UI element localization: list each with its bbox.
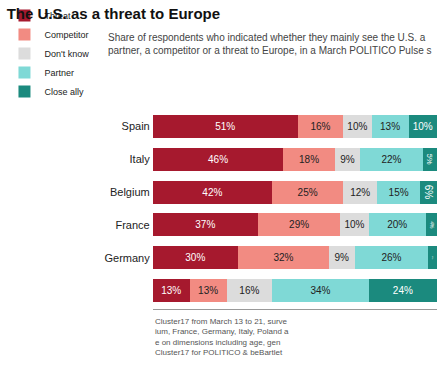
svg-text:Share of respondents who indic: Share of respondents who indicated wheth…: [108, 32, 431, 56]
svg-text:24%: 24%: [393, 285, 413, 296]
svg-text:10%: 10%: [413, 121, 433, 132]
svg-text:42%: 42%: [202, 187, 222, 198]
svg-text:16%: 16%: [310, 121, 330, 132]
svg-text:9%: 9%: [340, 154, 355, 165]
svg-text:Belgium: Belgium: [110, 186, 150, 198]
svg-text:32%: 32%: [273, 252, 293, 263]
svg-text:The U.S. as a threat to Europe: The U.S. as a threat to Europe: [7, 5, 220, 22]
svg-text:34%: 34%: [310, 285, 330, 296]
svg-text:9%: 9%: [334, 252, 349, 263]
svg-text:France: France: [115, 219, 149, 231]
svg-text:Germany: Germany: [104, 252, 150, 264]
svg-text:10%: 10%: [344, 219, 364, 230]
svg-text:13%: 13%: [198, 285, 218, 296]
svg-text:25%: 25%: [298, 187, 318, 198]
svg-text:6%: 6%: [423, 185, 434, 200]
svg-text:Don't know: Don't know: [44, 49, 89, 59]
svg-text:Threat: Threat: [44, 11, 71, 21]
svg-text:26%: 26%: [381, 252, 401, 263]
svg-text:4%: 4%: [429, 221, 434, 229]
svg-text:Cluster17 from March 13 to 21,: Cluster17 from March 13 to 21, surveium,…: [155, 317, 289, 357]
svg-text:10%: 10%: [347, 121, 367, 132]
svg-text:Italy: Italy: [130, 153, 151, 165]
svg-text:5%: 5%: [425, 154, 434, 165]
svg-text:Competitor: Competitor: [44, 30, 88, 40]
svg-text:30%: 30%: [185, 252, 205, 263]
svg-text:Close ally: Close ally: [44, 87, 84, 97]
svg-text:16%: 16%: [239, 285, 259, 296]
svg-text:3%: 3%: [432, 256, 434, 259]
svg-text:15%: 15%: [389, 187, 409, 198]
svg-text:13%: 13%: [161, 285, 181, 296]
svg-text:13%: 13%: [380, 121, 400, 132]
svg-text:22%: 22%: [381, 154, 401, 165]
svg-text:12%: 12%: [350, 187, 370, 198]
svg-text:Spain: Spain: [122, 120, 150, 132]
svg-text:20%: 20%: [387, 219, 407, 230]
svg-text:29%: 29%: [289, 219, 309, 230]
svg-text:Partner: Partner: [44, 68, 74, 78]
svg-text:18%: 18%: [299, 154, 319, 165]
svg-text:51%: 51%: [215, 121, 235, 132]
svg-text:37%: 37%: [195, 219, 215, 230]
svg-text:46%: 46%: [208, 154, 228, 165]
